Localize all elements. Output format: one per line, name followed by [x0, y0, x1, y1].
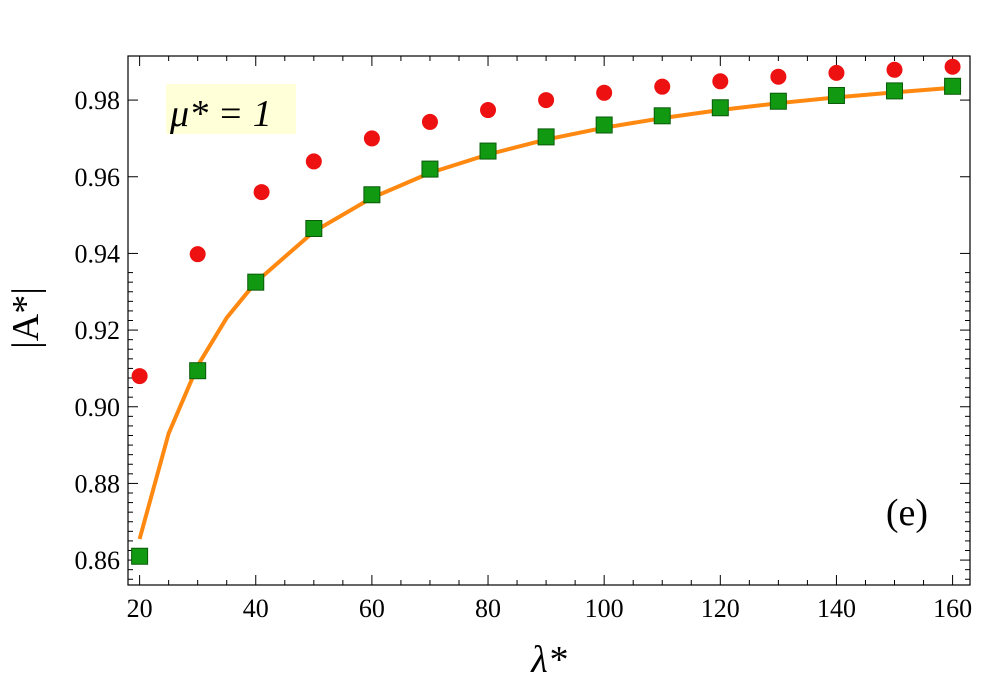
y-tick-label: 0.90 — [75, 393, 121, 422]
green-square-point — [421, 160, 439, 178]
green-square-point — [305, 220, 323, 237]
x-tick-labels: 20 40 60 80 100 120 140 160 — [127, 594, 972, 623]
red-circle-point — [189, 246, 206, 263]
panel-label: (e) — [886, 492, 928, 534]
y-axis-label: |A*| — [5, 287, 47, 349]
red-circle-point — [421, 113, 438, 130]
red-circle-point — [770, 68, 787, 85]
y-tick-label: 0.98 — [75, 86, 121, 115]
green-square-point — [247, 273, 265, 291]
red-circle-point — [305, 153, 322, 170]
mu-annotation-text: μ* = 1 — [169, 93, 272, 135]
x-tick-label: 40 — [243, 594, 269, 623]
red-circle-point — [538, 92, 555, 109]
x-axis-label: λ* — [530, 639, 566, 681]
x-tick-label: 160 — [933, 594, 972, 623]
green-square-point — [131, 547, 149, 565]
green-square-point — [711, 99, 729, 117]
x-tick-label: 120 — [701, 594, 740, 623]
y-tick-labels: 0.86 0.88 0.90 0.92 0.94 0.96 0.98 — [75, 86, 121, 575]
x-tick-label: 60 — [359, 594, 385, 623]
red-circle-point — [253, 184, 270, 201]
green-square-point — [479, 142, 497, 160]
green-square-point — [595, 116, 613, 134]
red-circle-point — [944, 58, 961, 75]
y-tick-label: 0.86 — [75, 546, 121, 575]
green-square-point — [769, 92, 787, 110]
red-circle-point — [363, 130, 380, 147]
series-layer — [131, 58, 962, 565]
green-square-point — [189, 362, 207, 380]
green-square-point — [363, 186, 381, 204]
green-square-point — [944, 77, 962, 95]
x-tick-label: 140 — [817, 594, 856, 623]
green-square-point — [827, 86, 845, 104]
green-square-point — [537, 128, 555, 146]
red-circle-point — [886, 61, 903, 78]
x-tick-label: 20 — [127, 594, 153, 623]
red-circle-point — [480, 102, 497, 119]
red-circle-point — [131, 368, 148, 385]
red-circle-point — [654, 78, 671, 95]
green-square-point — [653, 107, 671, 125]
red-circle-point — [828, 64, 845, 81]
red-circle-point — [712, 73, 729, 90]
y-tick-label: 0.96 — [75, 163, 121, 192]
mu-annotation: μ* = 1 — [166, 84, 296, 135]
green-square-point — [886, 82, 904, 100]
red-circle-point — [596, 84, 613, 101]
y-tick-label: 0.88 — [75, 469, 121, 498]
x-tick-label: 100 — [585, 594, 624, 623]
mu-annotation-bg — [166, 84, 296, 134]
axis-ticks — [128, 56, 970, 585]
y-tick-label: 0.94 — [75, 239, 121, 268]
y-tick-label: 0.92 — [75, 316, 121, 345]
x-tick-label: 80 — [475, 594, 501, 623]
